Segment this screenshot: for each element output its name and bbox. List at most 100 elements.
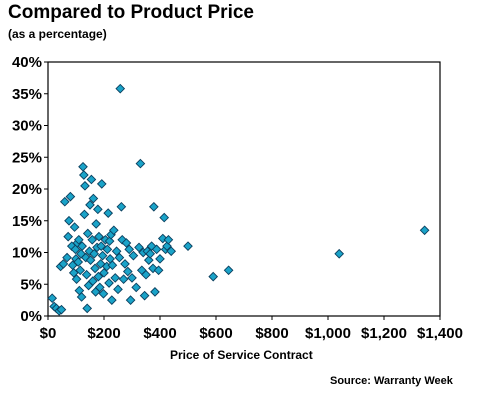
data-point (124, 244, 135, 255)
data-point (81, 269, 92, 280)
data-point (79, 170, 89, 180)
source-note: Source: Warranty Week (330, 375, 453, 387)
x-tick-label: $400 (143, 325, 176, 342)
data-point (79, 209, 90, 220)
x-tick-label: $200 (87, 325, 120, 342)
data-point (114, 252, 125, 263)
data-point (151, 244, 162, 255)
data-point (135, 158, 146, 169)
y-tick-label: 25% (12, 149, 42, 166)
x-tick-label: $0 (40, 325, 57, 342)
y-tick-label: 40% (12, 54, 42, 71)
data-point (116, 201, 127, 212)
data-point (65, 191, 76, 202)
data-point (87, 234, 98, 245)
data-point (149, 201, 159, 212)
data-point (47, 293, 58, 304)
x-tick-label: $600 (199, 325, 232, 342)
data-point (86, 174, 97, 185)
data-point (107, 295, 117, 305)
data-point (110, 273, 121, 283)
x-tick-label: $1,200 (361, 325, 407, 342)
x-axis-label: Price of Service Contract (170, 348, 313, 362)
data-point (85, 200, 95, 210)
data-point (141, 269, 151, 280)
plot-area (47, 61, 441, 317)
y-tick-label: 5% (20, 276, 42, 293)
data-point (76, 292, 87, 302)
data-point (87, 276, 98, 286)
data-point (159, 212, 170, 223)
data-point (90, 263, 100, 274)
data-point (139, 290, 150, 301)
data-point (115, 83, 126, 94)
data-point (69, 222, 80, 232)
x-tick-label: $1,000 (305, 325, 351, 342)
data-point (62, 252, 72, 263)
data-point (155, 254, 165, 264)
data-point (121, 238, 132, 248)
data-point (73, 234, 84, 245)
data-point (143, 255, 154, 265)
data-point (85, 255, 96, 265)
data-point (89, 248, 100, 259)
y-tick-label: 35% (12, 86, 42, 103)
data-point (166, 246, 177, 257)
data-point (97, 250, 108, 261)
data-point (96, 179, 107, 189)
data-point (63, 231, 73, 242)
data-point (64, 215, 74, 226)
data-point (128, 250, 139, 261)
x-tick-label: $800 (255, 325, 288, 342)
data-point (99, 267, 109, 278)
data-point (148, 263, 158, 274)
data-point (103, 208, 114, 218)
data-point (131, 282, 142, 293)
data-point (98, 288, 109, 299)
y-tick-label: 15% (12, 213, 42, 230)
x-tick-label: $1,400 (417, 325, 463, 342)
data-point (127, 273, 137, 283)
data-point (82, 303, 93, 314)
data-point (78, 161, 88, 172)
data-point (223, 265, 234, 276)
data-point (104, 278, 114, 288)
data-point (150, 287, 160, 297)
data-point (94, 231, 104, 242)
data-point (73, 257, 84, 267)
data-point (163, 234, 174, 245)
data-point (75, 265, 86, 276)
data-point (107, 260, 118, 271)
data-point (153, 265, 164, 276)
data-point (208, 271, 219, 282)
data-point (58, 259, 69, 269)
data-point (93, 204, 103, 215)
data-point (125, 295, 136, 305)
data-point (93, 271, 104, 282)
data-point (104, 236, 115, 246)
data-point (91, 219, 101, 229)
y-tick-label: 20% (12, 181, 42, 198)
y-tick-label: 0% (20, 308, 42, 325)
data-point (59, 196, 70, 207)
data-point (134, 242, 144, 253)
data-point (113, 284, 123, 295)
data-point (183, 241, 193, 251)
data-point (94, 282, 105, 293)
x-axis: $0 $200 $400 $600 $800 $1,000 $1,200 $1,400 (40, 316, 463, 342)
data-point (80, 180, 90, 191)
data-point (334, 248, 345, 259)
data-point (122, 266, 133, 277)
data-point (102, 244, 113, 255)
chart-title: Compared to Product Price (8, 2, 254, 23)
data-point (108, 225, 119, 236)
data-point (120, 259, 130, 269)
data-points (47, 83, 430, 316)
y-axis: 0% 5% 10% 15% 20% 25% 30% 35% 40% (12, 54, 48, 325)
data-point (88, 193, 99, 204)
data-point (56, 304, 67, 315)
data-point (71, 274, 82, 285)
data-point (162, 241, 172, 251)
y-tick-label: 10% (12, 245, 42, 262)
